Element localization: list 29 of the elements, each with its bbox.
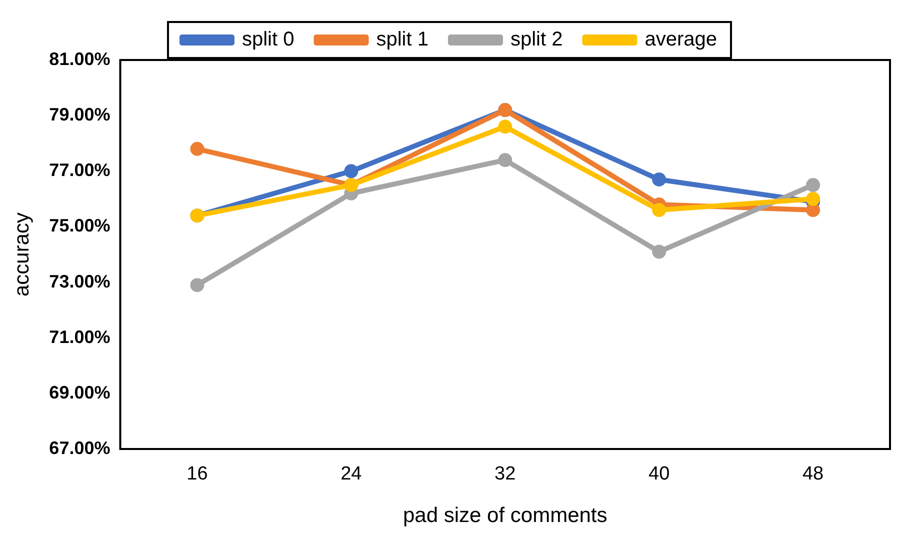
x-tick-label: 40	[648, 464, 670, 485]
legend-label: split 1	[376, 28, 428, 51]
y-axis-title: accuracy	[10, 212, 34, 297]
y-tick-label: 79.00%	[49, 104, 110, 125]
point	[652, 203, 666, 218]
y-tick-label: 67.00%	[49, 438, 110, 458]
point	[190, 278, 204, 292]
legend-label: split 0	[242, 28, 294, 51]
point	[652, 244, 666, 259]
legend-label: split 2	[510, 28, 563, 51]
point	[190, 142, 204, 156]
x-tick-label: 16	[186, 464, 208, 485]
legend-label: average	[644, 28, 718, 51]
y-tick-label: 75.00%	[49, 216, 110, 236]
point	[806, 178, 820, 192]
point	[652, 172, 666, 186]
y-tick-label: 73.00%	[49, 271, 110, 292]
x-tick-label: 24	[340, 464, 362, 485]
y-tick-label: 77.00%	[49, 160, 110, 180]
x-tick-label: 48	[802, 464, 824, 485]
x-tick-label: 32	[494, 464, 516, 485]
point	[498, 120, 512, 134]
point	[344, 164, 358, 178]
y-tick-label: 69.00%	[49, 382, 110, 402]
point	[806, 192, 820, 206]
point	[498, 153, 512, 168]
x-axis-title: pad size of comments	[402, 504, 608, 528]
y-tick-label: 71.00%	[49, 326, 110, 347]
y-tick-label: 81.00%	[49, 48, 110, 69]
